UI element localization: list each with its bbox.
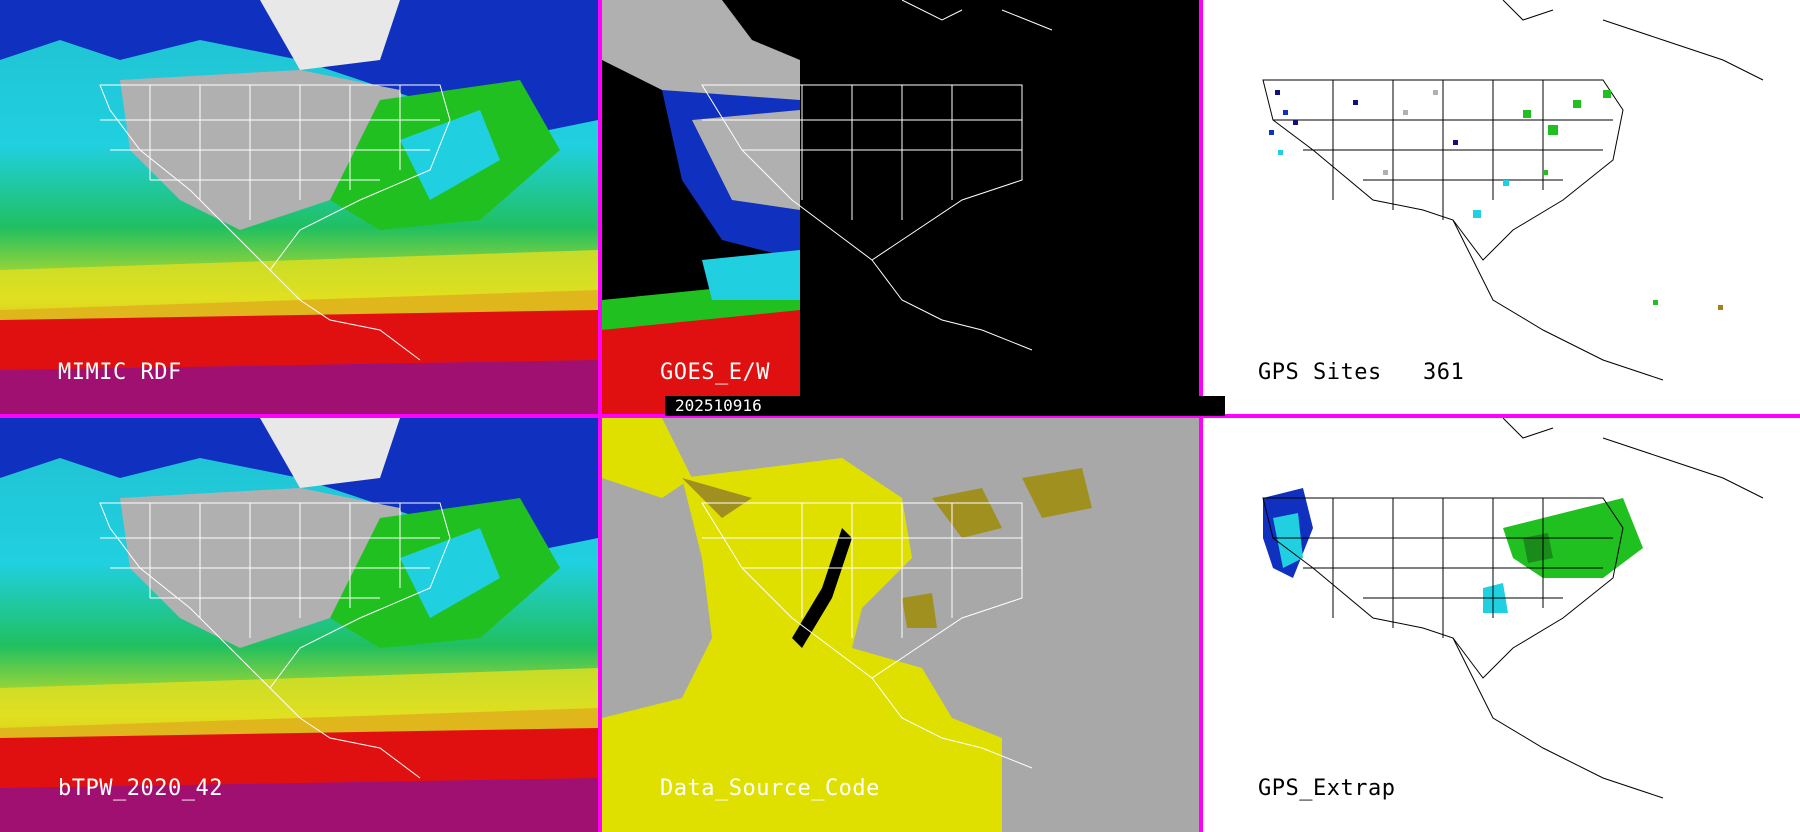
panel-goes: GOES_E/W (602, 0, 1199, 414)
panel-gps-extrap: GPS_Extrap (1203, 418, 1800, 832)
goes-tpw-map (602, 0, 1199, 414)
separator-horizontal (0, 414, 1800, 418)
panel-mimic-rdf: MIMIC RDF (0, 0, 598, 414)
btpw-map (0, 418, 598, 832)
mimic-tpw-map (0, 0, 598, 414)
panel-label-mimic: MIMIC RDF (58, 360, 182, 385)
panel-btpw: bTPW_2020_42 (0, 418, 598, 832)
panel-label-gps-extrap: GPS_Extrap (1258, 776, 1396, 801)
gps-sites-count: 361 (1422, 360, 1465, 385)
panel-data-source: Data_Source_Code (602, 418, 1199, 832)
panel-label-goes: GOES_E/W (660, 360, 770, 385)
panel-gps-sites: GPS Sites 361 (1203, 0, 1800, 414)
panel-label-btpw: bTPW_2020_42 (58, 776, 223, 801)
panel-label-data-source: Data_Source_Code (660, 776, 880, 801)
panel-label-gps-sites: GPS Sites 361 (1258, 360, 1464, 385)
gps-sites-map (1262, 0, 1764, 381)
gps-sites-title: GPS Sites (1258, 360, 1382, 385)
data-source-map (602, 418, 1199, 832)
gps-extrap-map (1262, 418, 1764, 799)
timestamp-bar: 202510916 (665, 396, 1225, 416)
